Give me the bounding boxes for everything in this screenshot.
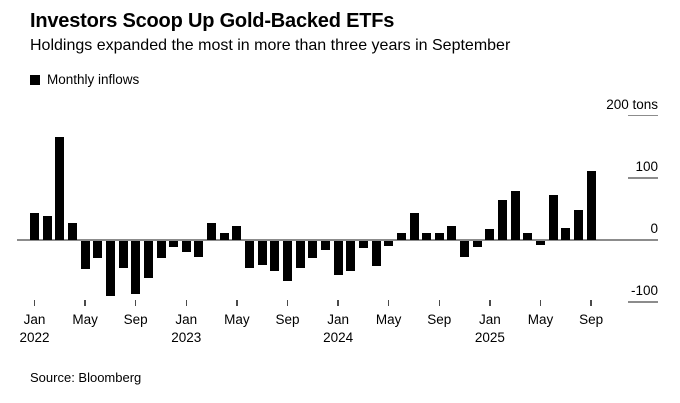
legend-label: Monthly inflows (47, 72, 140, 87)
bar-jan-2025 (485, 228, 495, 240)
source-text: Source: Bloomberg (30, 370, 142, 385)
bar-jun-2023 (245, 241, 255, 269)
x-tick-mark (387, 300, 390, 306)
bar-mar-2025 (510, 191, 520, 240)
x-tick-mark (236, 300, 238, 306)
x-axis-year-label: 2022 (19, 330, 50, 345)
page-subtitle: Holdings expanded the most in more than … (30, 37, 511, 54)
bar-apr-2024 (371, 241, 381, 266)
x-axis-month-label: Sep (427, 312, 452, 327)
bar-jan-2023 (181, 241, 191, 253)
bar-dec-2023 (320, 241, 330, 250)
bar-aug-2025 (573, 210, 583, 240)
bar-jul-2023 (257, 241, 267, 266)
legend-swatch-icon (30, 74, 40, 85)
x-tick-mark (590, 300, 592, 306)
x-tick-mark (337, 300, 339, 306)
bar-jan-2022 (30, 213, 39, 240)
x-tick-mark (286, 300, 289, 306)
x-axis-month-label: May (72, 312, 98, 327)
bar-dec-2022 (169, 241, 179, 247)
x-tick-mark (539, 300, 542, 306)
bar-sep-2022 (131, 241, 141, 295)
y-gridline-segment (628, 114, 658, 117)
bar-may-2025 (536, 241, 545, 245)
bar-nov-2022 (156, 241, 166, 258)
y-gridline-segment (628, 177, 658, 179)
x-axis-month-label: Sep (579, 312, 604, 327)
bar-oct-2023 (295, 241, 305, 268)
y-axis-label: 100 (635, 158, 658, 174)
bar-feb-2025 (498, 200, 508, 240)
bar-sep-2024 (434, 233, 444, 240)
zero-axis-line (17, 239, 658, 241)
bar-jun-2024 (396, 233, 406, 240)
bar-jul-2022 (105, 241, 115, 296)
x-axis-month-label: May (375, 312, 402, 327)
bar-feb-2022 (42, 216, 52, 240)
x-axis-month-label: Jan (479, 312, 501, 327)
bar-mar-2022 (55, 136, 65, 240)
bar-may-2022 (80, 241, 90, 269)
x-axis-year-label: 2023 (171, 330, 202, 345)
bar-aug-2022 (118, 241, 128, 269)
x-tick-mark (185, 300, 188, 306)
bar-mar-2024 (358, 241, 368, 249)
bar-may-2023 (232, 225, 242, 240)
x-tick-mark (489, 300, 491, 306)
bar-nov-2023 (308, 241, 318, 258)
bar-aug-2024 (422, 233, 432, 240)
x-axis-year-label: 2025 (474, 330, 505, 345)
bar-sep-2023 (283, 241, 292, 281)
bar-jun-2022 (93, 241, 103, 259)
x-axis-month-label: Jan (175, 312, 198, 327)
y-axis-label: 200 tons (606, 96, 658, 112)
bar-apr-2023 (219, 233, 229, 240)
x-tick-mark (33, 300, 36, 306)
bar-jan-2024 (333, 241, 343, 275)
x-axis-month-label: Sep (123, 312, 148, 327)
bar-dec-2024 (472, 241, 482, 248)
x-axis-month-label: Jan (23, 312, 46, 327)
bar-jun-2025 (548, 195, 558, 240)
bar-jul-2024 (409, 212, 419, 240)
x-tick-mark (438, 300, 441, 306)
bar-feb-2023 (194, 241, 204, 258)
x-axis-month-label: May (224, 312, 250, 327)
bar-apr-2022 (67, 223, 77, 240)
bar-feb-2024 (346, 241, 356, 272)
bar-jul-2025 (561, 227, 571, 240)
x-tick-mark (84, 300, 86, 306)
y-axis-label: -100 (630, 283, 658, 299)
bar-mar-2023 (207, 223, 217, 240)
x-axis-month-label: May (527, 312, 554, 327)
y-axis-label: 0 (650, 221, 658, 236)
bar-apr-2025 (523, 233, 533, 240)
legend: Monthly inflows (30, 72, 139, 87)
x-axis-month-label: Sep (275, 312, 300, 327)
x-axis-year-label: 2024 (323, 330, 354, 345)
page-title: Investors Scoop Up Gold-Backed ETFs (30, 10, 395, 32)
x-axis-month-label: Jan (327, 312, 349, 327)
bar-aug-2023 (270, 241, 280, 271)
bar-oct-2024 (447, 225, 457, 240)
y-gridline-segment (628, 301, 658, 303)
bar-nov-2024 (460, 241, 470, 257)
bar-oct-2022 (143, 241, 153, 279)
bar-sep-2025 (586, 170, 596, 240)
bar-may-2024 (384, 241, 394, 246)
x-tick-mark (134, 300, 137, 306)
